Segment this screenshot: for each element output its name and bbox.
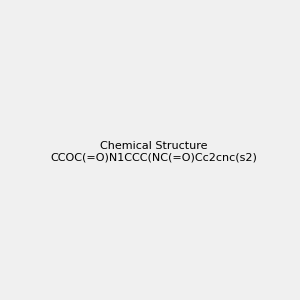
Text: Chemical Structure
CCOC(=O)N1CCC(NC(=O)Cc2cnc(s2): Chemical Structure CCOC(=O)N1CCC(NC(=O)C…	[50, 141, 257, 162]
